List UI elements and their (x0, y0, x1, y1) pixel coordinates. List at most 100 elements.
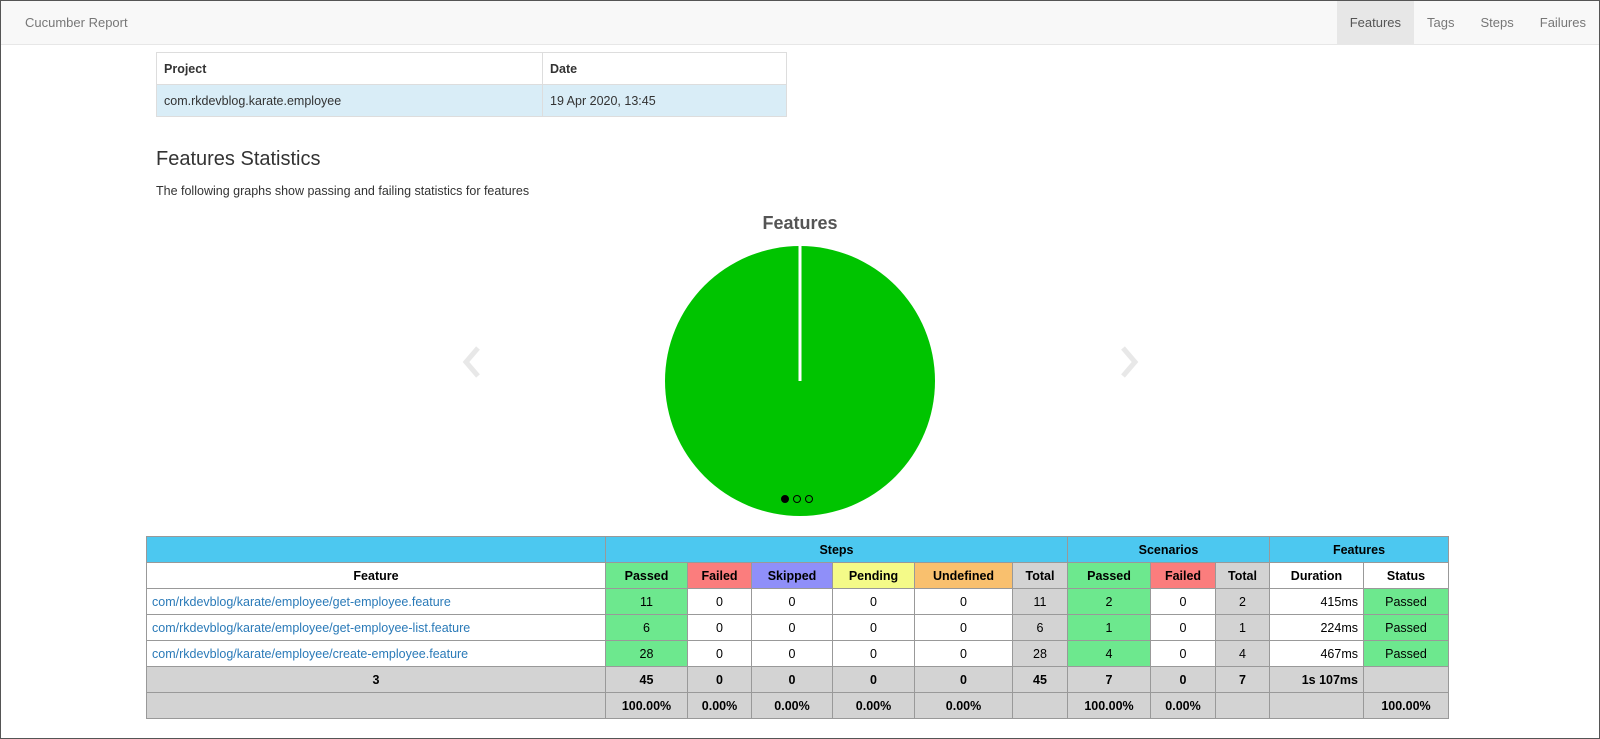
totals-row: 3 45 0 0 0 0 45 7 0 7 1s 107ms (146, 666, 1449, 693)
status-cell: Passed (1363, 588, 1449, 615)
total-scenarios-failed: 0 (1150, 666, 1216, 693)
chart-title: Features (762, 213, 838, 233)
total-steps-pending: 0 (832, 666, 915, 693)
col-duration[interactable]: Duration (1269, 562, 1364, 589)
steps-total-cell: 11 (1012, 588, 1068, 615)
status-cell: Passed (1363, 640, 1449, 667)
pct-steps-skipped: 0.00% (751, 692, 833, 719)
nav-item-steps[interactable]: Steps (1480, 15, 1514, 30)
total-steps-passed: 45 (605, 666, 688, 693)
total-duration: 1s 107ms (1269, 666, 1364, 693)
steps-undefined-cell: 0 (914, 588, 1013, 615)
group-header-empty (146, 536, 606, 563)
brand-link[interactable]: Cucumber Report (25, 15, 128, 30)
steps-passed-cell: 11 (605, 588, 688, 615)
group-header-scenarios: Scenarios (1067, 536, 1270, 563)
carousel-dot-2[interactable] (793, 495, 801, 503)
feature-link[interactable]: com/rkdevblog/karate/employee/get-employ… (152, 620, 471, 635)
scenarios-passed-cell: 2 (1067, 588, 1151, 615)
total-steps-undefined: 0 (914, 666, 1013, 693)
duration-cell: 415ms (1269, 588, 1364, 615)
steps-pending-cell: 0 (832, 588, 915, 615)
steps-pending-cell: 0 (832, 640, 915, 667)
nav-item-failures[interactable]: Failures (1539, 15, 1586, 30)
steps-undefined-cell: 0 (914, 640, 1013, 667)
col-scenarios-failed[interactable]: Failed (1150, 562, 1216, 589)
pct-steps-undefined: 0.00% (914, 692, 1013, 719)
features-pie-chart (665, 246, 935, 516)
col-scenarios-total[interactable]: Total (1215, 562, 1270, 589)
total-steps-failed: 0 (687, 666, 752, 693)
status-cell: Passed (1363, 614, 1449, 641)
steps-failed-cell: 0 (687, 640, 752, 667)
col-steps-passed[interactable]: Passed (605, 562, 688, 589)
pct-duration (1269, 692, 1364, 719)
scenarios-failed-cell: 0 (1150, 614, 1216, 641)
col-scenarios-passed[interactable]: Passed (1067, 562, 1151, 589)
scenarios-total-cell: 4 (1215, 640, 1270, 667)
carousel-indicators (781, 495, 813, 503)
steps-passed-cell: 28 (605, 640, 688, 667)
scenarios-total-cell: 2 (1215, 588, 1270, 615)
steps-skipped-cell: 0 (751, 614, 833, 641)
col-steps-skipped[interactable]: Skipped (751, 562, 833, 589)
table-row: com/rkdevblog/karate/employee/get-employ… (146, 614, 1449, 641)
duration-cell: 224ms (1269, 614, 1364, 641)
steps-total-cell: 6 (1012, 614, 1068, 641)
total-steps-skipped: 0 (751, 666, 833, 693)
table-row: com/rkdevblog/karate/employee/get-employ… (146, 588, 1449, 615)
col-steps-undefined[interactable]: Undefined (914, 562, 1013, 589)
report-date: 19 Apr 2020, 13:45 (542, 84, 787, 117)
col-steps-failed[interactable]: Failed (687, 562, 752, 589)
feature-cell: com/rkdevblog/karate/employee/create-emp… (146, 640, 606, 667)
feature-link[interactable]: com/rkdevblog/karate/employee/get-employ… (152, 594, 451, 609)
project-header: Project (156, 52, 543, 85)
section-subtitle: The following graphs show passing and fa… (156, 184, 530, 198)
pct-status: 100.00% (1363, 692, 1449, 719)
feature-cell: com/rkdevblog/karate/employee/get-employ… (146, 614, 606, 641)
nav-item-tags[interactable]: Tags (1427, 15, 1455, 30)
project-name: com.rkdevblog.karate.employee (156, 84, 543, 117)
steps-total-cell: 28 (1012, 640, 1068, 667)
steps-passed-cell: 6 (605, 614, 688, 641)
pct-scenarios-failed: 0.00% (1150, 692, 1216, 719)
carousel-dot-1[interactable] (781, 495, 789, 503)
total-steps: 45 (1012, 666, 1068, 693)
col-steps-total[interactable]: Total (1012, 562, 1068, 589)
pct-features (146, 692, 606, 719)
pct-steps-passed: 100.00% (605, 692, 688, 719)
table-row: com/rkdevblog/karate/employee/create-emp… (146, 640, 1449, 667)
pct-steps-total (1012, 692, 1068, 719)
group-header-features: Features (1269, 536, 1449, 563)
steps-failed-cell: 0 (687, 614, 752, 641)
duration-cell: 467ms (1269, 640, 1364, 667)
percentages-row: 100.00% 0.00% 0.00% 0.00% 0.00% 100.00% … (146, 692, 1449, 719)
col-feature[interactable]: Feature (146, 562, 606, 589)
steps-failed-cell: 0 (687, 588, 752, 615)
carousel-prev-icon[interactable] (460, 344, 484, 380)
col-status[interactable]: Status (1363, 562, 1449, 589)
scenarios-passed-cell: 4 (1067, 640, 1151, 667)
feature-link[interactable]: com/rkdevblog/karate/employee/create-emp… (152, 646, 469, 661)
date-header: Date (542, 52, 787, 85)
feature-cell: com/rkdevblog/karate/employee/get-employ… (146, 588, 606, 615)
steps-pending-cell: 0 (832, 614, 915, 641)
carousel-dot-3[interactable] (805, 495, 813, 503)
group-header-steps: Steps (605, 536, 1068, 563)
steps-undefined-cell: 0 (914, 614, 1013, 641)
section-title: Features Statistics (156, 148, 321, 170)
steps-skipped-cell: 0 (751, 588, 833, 615)
column-header-row: Feature Passed Failed Skipped Pending Un… (146, 562, 1449, 589)
scenarios-failed-cell: 0 (1150, 640, 1216, 667)
pct-steps-failed: 0.00% (687, 692, 752, 719)
scenarios-failed-cell: 0 (1150, 588, 1216, 615)
nav-menu: Features Tags Steps Failures (1336, 1, 1599, 44)
col-steps-pending[interactable]: Pending (832, 562, 915, 589)
total-features: 3 (146, 666, 606, 693)
total-status (1363, 666, 1449, 693)
nav-item-features[interactable]: Features (1336, 1, 1415, 44)
carousel-next-icon[interactable] (1117, 344, 1141, 380)
project-table: Project Date com.rkdevblog.karate.employ… (156, 52, 787, 117)
feature-stats-table: Steps Scenarios Features Feature Passed … (146, 536, 1449, 719)
total-scenarios: 7 (1215, 666, 1270, 693)
